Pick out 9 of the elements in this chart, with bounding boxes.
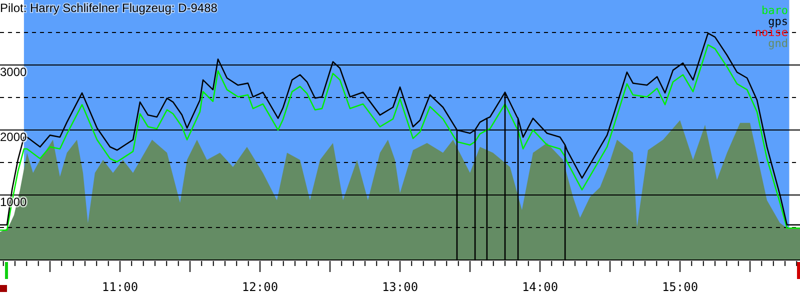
x-tick-label: 15:00	[662, 280, 698, 294]
text: baro	[762, 4, 788, 17]
x-tick-label: 11:00	[102, 280, 138, 294]
x-tick-label: 13:00	[382, 280, 418, 294]
x-tick-label: 14:00	[522, 280, 558, 294]
legend-label: noise	[754, 26, 788, 39]
x-tick-label: 12:00	[242, 280, 278, 294]
text: gnd	[768, 37, 788, 50]
text: gps	[768, 15, 788, 28]
